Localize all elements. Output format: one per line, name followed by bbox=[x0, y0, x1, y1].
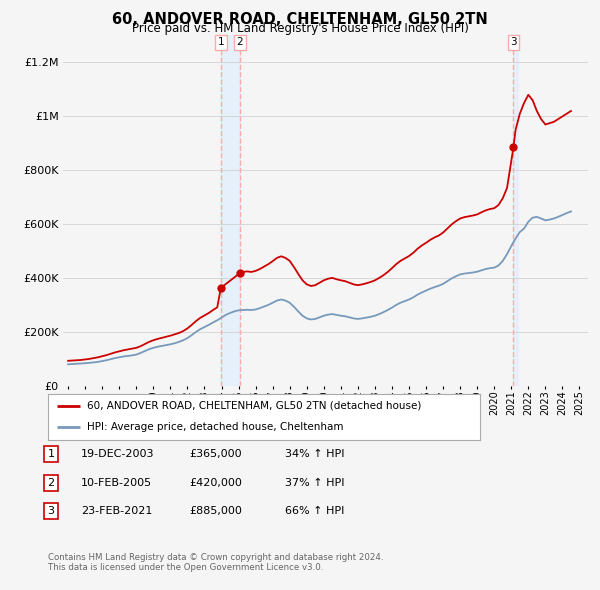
Text: 1: 1 bbox=[47, 450, 55, 459]
Text: Price paid vs. HM Land Registry's House Price Index (HPI): Price paid vs. HM Land Registry's House … bbox=[131, 22, 469, 35]
Text: 60, ANDOVER ROAD, CHELTENHAM, GL50 2TN (detached house): 60, ANDOVER ROAD, CHELTENHAM, GL50 2TN (… bbox=[87, 401, 421, 411]
Text: HPI: Average price, detached house, Cheltenham: HPI: Average price, detached house, Chel… bbox=[87, 422, 343, 432]
Text: 37% ↑ HPI: 37% ↑ HPI bbox=[285, 478, 344, 487]
Text: 3: 3 bbox=[510, 37, 517, 47]
Text: 2: 2 bbox=[47, 478, 55, 487]
Bar bbox=[221, 35, 240, 386]
Text: 23-FEB-2021: 23-FEB-2021 bbox=[81, 506, 152, 516]
Text: Contains HM Land Registry data © Crown copyright and database right 2024.: Contains HM Land Registry data © Crown c… bbox=[48, 553, 383, 562]
Text: £885,000: £885,000 bbox=[189, 506, 242, 516]
Text: 10-FEB-2005: 10-FEB-2005 bbox=[81, 478, 152, 487]
Text: £365,000: £365,000 bbox=[189, 450, 242, 459]
Text: 66% ↑ HPI: 66% ↑ HPI bbox=[285, 506, 344, 516]
Text: 2: 2 bbox=[236, 37, 243, 47]
Text: This data is licensed under the Open Government Licence v3.0.: This data is licensed under the Open Gov… bbox=[48, 563, 323, 572]
Text: 3: 3 bbox=[47, 506, 55, 516]
Text: 19-DEC-2003: 19-DEC-2003 bbox=[81, 450, 155, 459]
Text: 1: 1 bbox=[217, 37, 224, 47]
Text: 34% ↑ HPI: 34% ↑ HPI bbox=[285, 450, 344, 459]
Text: £420,000: £420,000 bbox=[189, 478, 242, 487]
Bar bbox=[514, 35, 518, 386]
Text: 60, ANDOVER ROAD, CHELTENHAM, GL50 2TN: 60, ANDOVER ROAD, CHELTENHAM, GL50 2TN bbox=[112, 12, 488, 27]
